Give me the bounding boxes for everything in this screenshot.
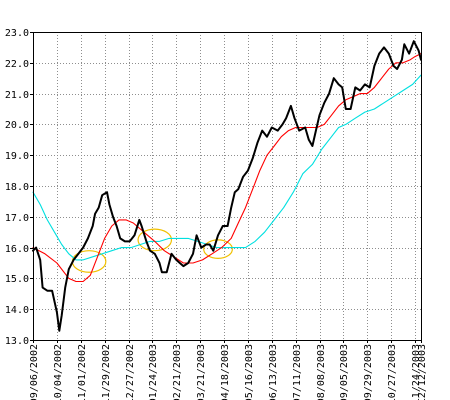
x-tick-label: 04/18/2003 — [220, 344, 231, 400]
chart-annotations — [71, 228, 233, 273]
y-tick-label: 23.0 — [5, 28, 29, 39]
x-tick-label: 11/01/2002 — [77, 344, 88, 400]
x-tick-label: 05/16/2003 — [244, 344, 255, 400]
x-tick-label: 09/05/2003 — [339, 344, 350, 400]
series-line-black — [32, 40, 422, 332]
x-tick-label: 02/21/2003 — [172, 344, 183, 400]
highlight-ellipse — [137, 228, 173, 252]
highlight-ellipse — [203, 239, 233, 259]
y-tick-label: 19.0 — [5, 151, 29, 162]
y-tick-label: 21.0 — [5, 90, 29, 101]
chart-axes — [30, 32, 422, 343]
chart-grid — [33, 32, 421, 340]
x-tick-label: 12/27/2002 — [125, 344, 136, 400]
y-tick-label: 20.0 — [5, 120, 29, 131]
y-tick-label: 16.0 — [5, 244, 29, 255]
x-tick-label: 08/08/2003 — [316, 344, 327, 400]
y-tick-label: 13.0 — [5, 336, 29, 347]
x-tick-label: 01/24/2003 — [148, 344, 159, 400]
x-tick-label: 11/24/2003 — [411, 344, 422, 400]
x-tick-label: 11/29/2002 — [101, 344, 112, 400]
x-axis-tick-labels: 09/06/2002 10/04/2002 11/01/2002 11/29/2002… — [29, 344, 428, 400]
series-line-red — [32, 53, 422, 283]
x-tick-label: 07/11/2003 — [292, 344, 303, 400]
y-tick-label: 18.0 — [5, 182, 29, 193]
x-tick-label: 10/04/2002 — [53, 344, 64, 400]
y-tick-label: 14.0 — [5, 305, 29, 316]
chart-series — [32, 40, 422, 332]
x-tick-label: 12/12/2003 — [417, 344, 428, 400]
y-tick-label: 15.0 — [5, 274, 29, 285]
x-tick-label: 09/29/2003 — [363, 344, 374, 400]
plot-frame — [33, 32, 422, 341]
x-tick-label: 06/13/2003 — [268, 344, 279, 400]
y-tick-label: 17.0 — [5, 213, 29, 224]
y-tick-label: 22.0 — [5, 59, 29, 70]
y-axis-tick-labels: 13.0 14.0 15.0 16.0 17.0 18.0 19.0 20.0 21.0 22.0… — [5, 28, 29, 347]
x-tick-label: 03/21/2003 — [196, 344, 207, 400]
x-tick-label: 10/27/2003 — [387, 344, 398, 400]
x-tick-label: 09/06/2002 — [29, 344, 40, 400]
